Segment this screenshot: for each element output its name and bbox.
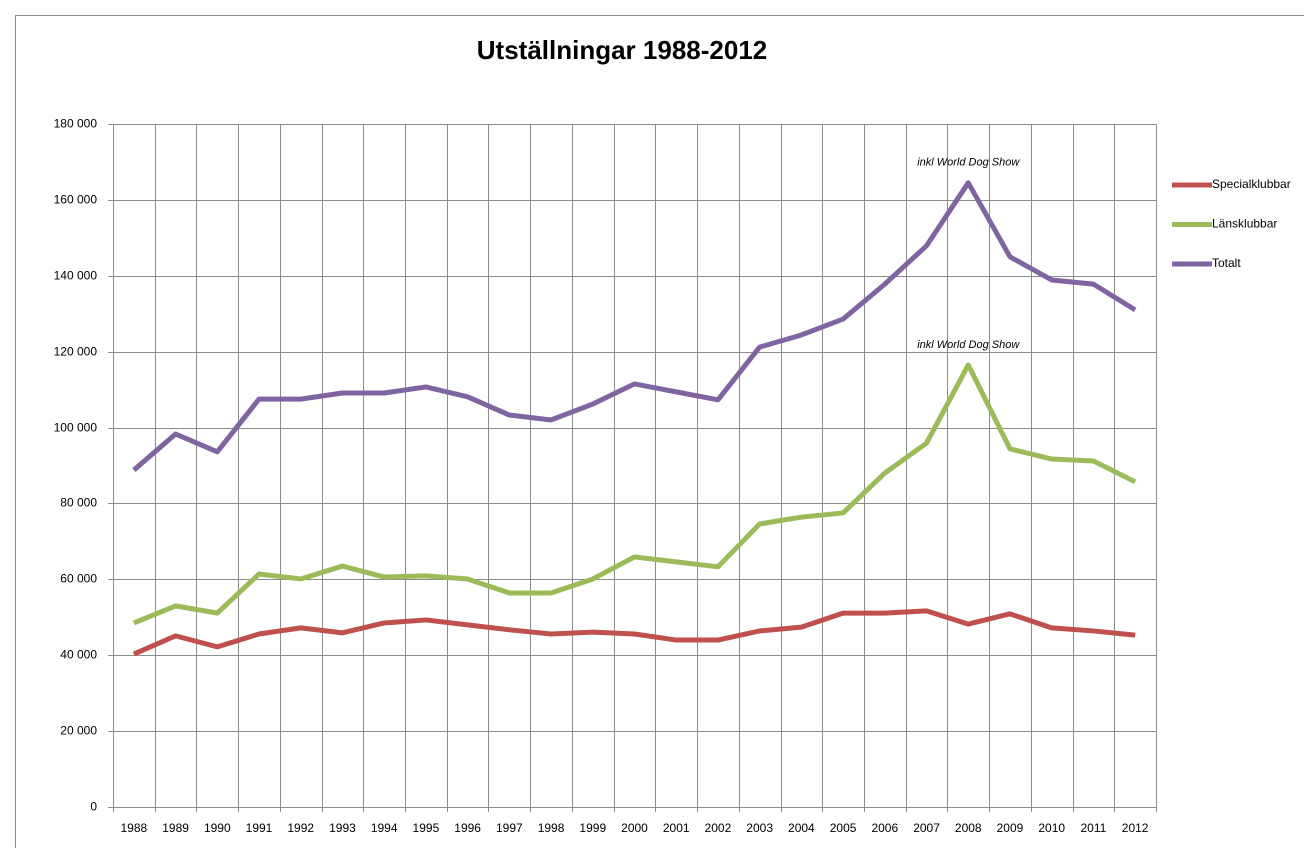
- x-tick-label: 1996: [454, 821, 481, 835]
- x-tick-label: 2010: [1038, 821, 1065, 835]
- y-tick-label: 180 000: [54, 117, 98, 131]
- y-tick-label: 80 000: [60, 496, 97, 510]
- y-tick-label: 40 000: [60, 648, 97, 662]
- annotation: inkl World Dog Show: [917, 157, 1020, 169]
- y-tick-label: 120 000: [54, 345, 98, 359]
- x-tick-label: 1999: [579, 821, 606, 835]
- chart-title: Utställningar 1988-2012: [477, 35, 767, 65]
- y-tick-label: 20 000: [60, 724, 97, 738]
- x-tick-label: 1988: [121, 821, 148, 835]
- x-tick-label: 2006: [871, 821, 898, 835]
- x-tick-label: 2004: [788, 821, 815, 835]
- x-tick-label: 1993: [329, 821, 356, 835]
- y-tick-label: 140 000: [54, 269, 98, 283]
- x-tick-label: 1990: [204, 821, 231, 835]
- series-line: [132, 608, 1136, 657]
- x-tick-label: 2001: [663, 821, 690, 835]
- x-tick-label: 2003: [746, 821, 773, 835]
- legend-label: Totalt: [1212, 256, 1241, 270]
- x-tick-label: 2005: [830, 821, 857, 835]
- x-tick-label: 1998: [538, 821, 565, 835]
- y-tick-label: 60 000: [60, 572, 97, 586]
- x-tick-label: 1994: [371, 821, 398, 835]
- chart-frame: [15, 15, 1304, 848]
- x-tick-label: 1995: [413, 821, 440, 835]
- y-tick-label: 100 000: [54, 421, 98, 435]
- x-tick-label: 2007: [913, 821, 940, 835]
- x-tick-label: 2002: [705, 821, 732, 835]
- x-tick-label: 2008: [955, 821, 982, 835]
- series-line: [132, 180, 1137, 472]
- x-tick-label: 2000: [621, 821, 648, 835]
- x-tick-label: 1992: [287, 821, 314, 835]
- legend-label: Länsklubbar: [1212, 217, 1277, 231]
- x-tick-label: 2011: [1081, 821, 1107, 835]
- x-tick-label: 2009: [997, 821, 1024, 835]
- y-tick-label: 160 000: [54, 193, 98, 207]
- legend-label: Specialklubbar: [1212, 177, 1291, 191]
- y-tick-label: 0: [90, 800, 97, 814]
- x-tick-label: 1997: [496, 821, 523, 835]
- annotation: inkl World Dog Show: [917, 339, 1020, 351]
- x-tick-label: 1991: [246, 821, 273, 835]
- x-tick-label: 2012: [1122, 821, 1149, 835]
- series-line: [132, 362, 1137, 626]
- x-tick-label: 1989: [162, 821, 189, 835]
